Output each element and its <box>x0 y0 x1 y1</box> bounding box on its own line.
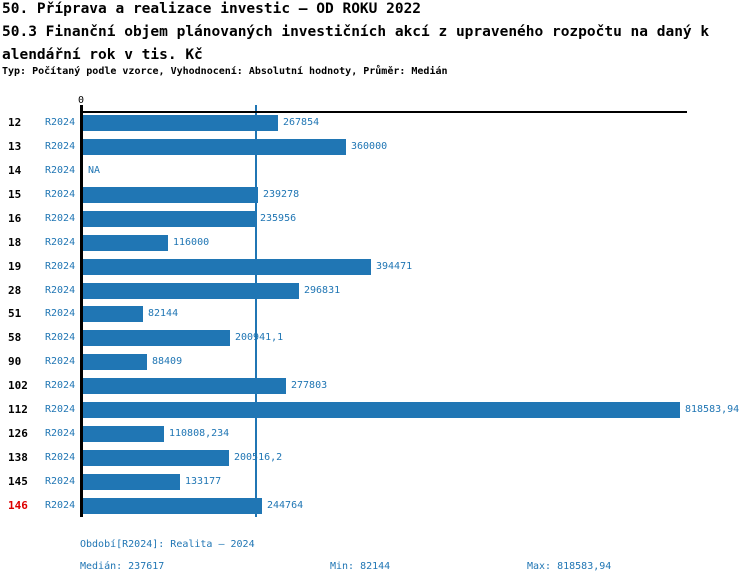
row-series-label: R2024 <box>45 332 76 343</box>
bar-value-label: 82144 <box>148 308 179 319</box>
max-summary: Max: 818583,94 <box>527 561 612 572</box>
page-subtitle-line1: 50.3 Finanční objem plánovaných investič… <box>2 24 710 40</box>
bar <box>83 450 229 466</box>
bar <box>83 211 255 227</box>
row-id-label: 112 <box>8 403 28 416</box>
bar-value-label: 235956 <box>260 213 297 224</box>
row-series-label: R2024 <box>45 428 76 439</box>
row-series-label: R2024 <box>45 261 76 272</box>
row-series-label: R2024 <box>45 452 76 463</box>
bar-value-label: 267854 <box>283 117 320 128</box>
median-reference-line <box>255 105 257 517</box>
row-id-label: 12 <box>8 116 22 129</box>
row-id-label: 146 <box>8 499 28 512</box>
row-series-label: R2024 <box>45 285 76 296</box>
row-id-label: 18 <box>8 236 22 249</box>
bar <box>83 115 278 131</box>
bar <box>83 187 258 203</box>
bar <box>83 235 168 251</box>
bar-value-label: 277803 <box>291 380 328 391</box>
row-id-label: 13 <box>8 140 22 153</box>
row-series-label: R2024 <box>45 237 76 248</box>
bar-value-label: 296831 <box>304 285 341 296</box>
page-subtitle-line2: alendářní rok v tis. Kč <box>2 47 203 63</box>
min-summary: Min: 82144 <box>330 561 391 572</box>
row-series-label: R2024 <box>45 500 76 511</box>
bar <box>83 498 262 514</box>
period-legend: Období[R2024]: Realita – 2024 <box>80 539 255 550</box>
page-title: 50. Příprava a realizace investic – OD R… <box>2 1 422 17</box>
row-id-label: 28 <box>8 284 22 297</box>
median-summary: Medián: 237617 <box>80 561 165 572</box>
bar <box>83 354 147 370</box>
bar <box>83 474 180 490</box>
row-id-label: 51 <box>8 307 22 320</box>
row-series-label: R2024 <box>45 189 76 200</box>
row-series-label: R2024 <box>45 165 76 176</box>
bar-value-label: 244764 <box>267 500 304 511</box>
bar-value-label: 133177 <box>185 476 222 487</box>
row-id-label: 126 <box>8 427 28 440</box>
bar-value-label: 110808,234 <box>169 428 230 439</box>
row-series-label: R2024 <box>45 404 76 415</box>
row-id-label: 58 <box>8 331 22 344</box>
bar-value-label: 200941,1 <box>235 332 284 343</box>
row-series-label: R2024 <box>45 213 76 224</box>
bar <box>83 330 230 346</box>
axis-zero-tick-label: 0 <box>77 95 85 106</box>
bar <box>83 139 346 155</box>
bar-value-label: NA <box>88 165 101 176</box>
bar-value-label: 360000 <box>351 141 388 152</box>
row-id-label: 90 <box>8 355 22 368</box>
row-series-label: R2024 <box>45 117 76 128</box>
row-id-label: 102 <box>8 379 28 392</box>
bar <box>83 259 371 275</box>
bar <box>83 426 164 442</box>
row-series-label: R2024 <box>45 141 76 152</box>
row-id-label: 138 <box>8 451 28 464</box>
row-series-label: R2024 <box>45 308 76 319</box>
row-id-label: 145 <box>8 475 28 488</box>
row-id-label: 14 <box>8 164 22 177</box>
x-axis-top-line <box>80 111 687 113</box>
row-series-label: R2024 <box>45 380 76 391</box>
row-id-label: 16 <box>8 212 22 225</box>
bar-value-label: 394471 <box>376 261 413 272</box>
bar-value-label: 116000 <box>173 237 210 248</box>
bar <box>83 283 299 299</box>
bar <box>83 378 286 394</box>
bar-value-label: 239278 <box>263 189 300 200</box>
bar-value-label: 88409 <box>152 356 183 367</box>
indicator-meta-line: Typ: Počítaný podle vzorce, Vyhodnocení:… <box>2 66 448 77</box>
bar-value-label: 200516,2 <box>234 452 283 463</box>
row-id-label: 15 <box>8 188 22 201</box>
y-axis-line <box>80 105 83 517</box>
bar-value-label: 818583,94 <box>685 404 740 415</box>
row-id-label: 19 <box>8 260 22 273</box>
bar <box>83 402 680 418</box>
row-series-label: R2024 <box>45 356 76 367</box>
bar <box>83 306 143 322</box>
row-series-label: R2024 <box>45 476 76 487</box>
